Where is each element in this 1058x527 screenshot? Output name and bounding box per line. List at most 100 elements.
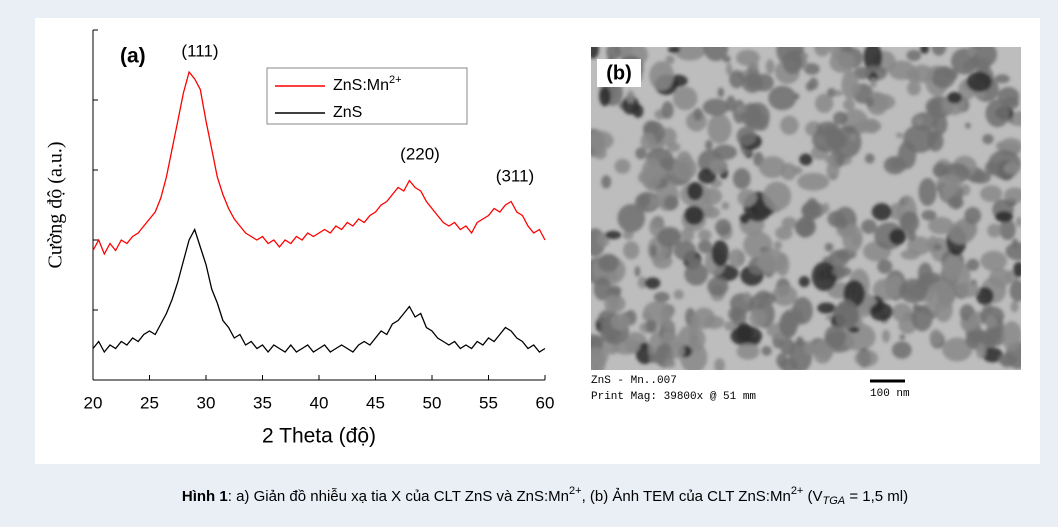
particle [968,313,979,327]
tem-label-box [597,59,641,87]
particle [817,302,836,314]
particle [793,93,800,100]
legend-box [266,67,468,125]
particle [626,90,635,104]
legend-superscript: 2+ [389,74,402,86]
particle [864,153,875,164]
particle [903,124,936,153]
scale-bar-label: 100 nm [870,388,910,400]
particle [899,278,928,304]
particle [910,64,934,83]
particle [673,289,684,300]
legend-label: ZnS [333,104,362,121]
particle [919,47,930,54]
particle [871,203,892,221]
particle [698,229,712,241]
particle [833,90,843,97]
caption-segment: 2+ [569,485,582,497]
particle [640,132,656,151]
particle [684,205,704,225]
particle [757,253,776,271]
particle [1001,321,1021,351]
series-line [92,227,546,354]
particle [797,172,830,191]
panel-label: (a) [120,45,146,68]
particle [748,61,759,70]
particle [980,185,1003,203]
particle [730,325,763,347]
x-tick-label: 40 [310,393,329,412]
particle [995,211,1014,223]
particle [888,60,916,80]
particle [761,293,777,305]
particle [982,133,994,145]
particle [833,111,848,125]
particle [644,277,661,289]
particle [728,248,745,268]
particle [843,98,855,111]
particle [670,341,685,359]
caption-segment: Hình 1 [182,488,228,505]
particle [826,88,837,98]
particle [804,341,816,355]
particle [815,93,834,113]
particle [999,219,1016,241]
particle [1015,216,1021,227]
particle [758,156,787,179]
particle [761,345,772,356]
particle [982,347,1003,363]
particle [780,115,799,135]
particle [780,337,795,356]
particle [591,47,600,59]
particle [863,47,883,72]
particle [1009,280,1021,302]
particle [768,85,797,111]
particle [725,95,736,112]
particle [994,74,1010,84]
particle [604,294,620,313]
particle [732,168,751,190]
particle [844,125,857,133]
particle [850,132,857,142]
particle [965,122,971,129]
panel-label: (b) [606,62,632,84]
particle [865,97,875,108]
particle [795,336,804,348]
particle [782,49,803,75]
particle [805,218,816,232]
particle [942,337,973,362]
particle [728,307,743,322]
particle [729,70,745,89]
particle [686,182,704,201]
particle [792,297,813,325]
particle [947,195,964,209]
particle [824,325,847,349]
particle [765,59,775,75]
particle [966,71,992,92]
particle [610,313,631,331]
particle [776,353,788,369]
x-tick-label: 45 [366,393,385,412]
particle [1013,261,1021,278]
particle [690,314,700,328]
particle [673,47,707,61]
particle [889,203,902,220]
particle [665,55,675,65]
particle [741,73,764,93]
particle [736,105,746,114]
particle [737,189,757,207]
particle [832,266,852,277]
caption-segment: (V [803,488,822,505]
particle [705,139,713,151]
particle [906,236,932,256]
caption-segment: TGA [823,495,846,507]
particle [936,174,962,194]
particle [869,302,893,321]
particle [828,249,850,267]
particle [601,175,612,189]
particle [703,47,729,62]
particle [824,242,834,252]
particle [1011,238,1019,250]
particle [975,342,987,359]
